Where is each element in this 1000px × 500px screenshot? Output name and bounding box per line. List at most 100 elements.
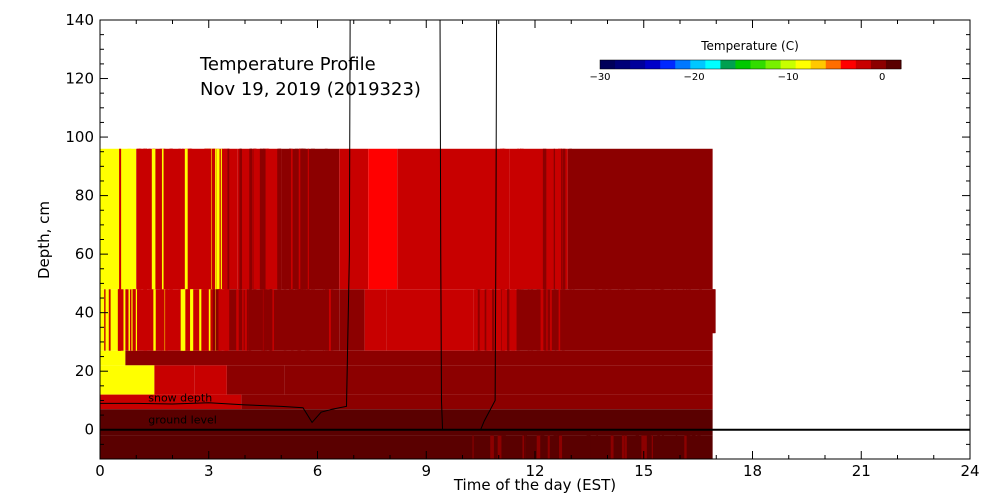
heat-streak — [691, 435, 696, 459]
heat-streak — [558, 435, 560, 459]
colorbar-swatch — [675, 60, 691, 69]
heat-cell — [241, 394, 713, 410]
chart-title-line2: Nov 19, 2019 (2019323) — [200, 79, 421, 100]
heat-streak — [540, 435, 545, 459]
heat-streak — [474, 289, 478, 351]
heat-streak — [503, 148, 506, 290]
heat-streak — [127, 148, 132, 290]
heat-streak — [216, 289, 219, 351]
x-tick-label: 12 — [525, 462, 544, 480]
colorbar-swatch — [765, 60, 782, 69]
heat-streak — [178, 148, 181, 290]
y-tick-label: 0 — [84, 421, 94, 439]
colorbar-frame — [599, 59, 902, 70]
colorbar-swatch — [750, 60, 767, 69]
heat-cell — [226, 289, 340, 351]
colorbar-swatch — [870, 60, 887, 69]
colorbar-swatch — [825, 60, 842, 69]
heat-streak — [190, 148, 193, 290]
heat-streak — [501, 289, 505, 351]
heat-streak — [298, 148, 301, 290]
heat-streak — [545, 289, 550, 351]
heat-streak — [558, 148, 562, 290]
heat-streak — [497, 435, 502, 459]
snow-depth-line — [100, 19, 351, 424]
heat-streak — [536, 435, 541, 459]
heat-streak — [267, 148, 270, 290]
heat-streak — [211, 148, 215, 290]
heat-streak — [492, 289, 495, 351]
heat-streak — [550, 289, 552, 351]
heat-streak — [324, 148, 328, 290]
heat-streak — [594, 289, 597, 334]
probe-trace-line — [439, 19, 444, 430]
heat-streak — [210, 148, 214, 290]
heat-streak — [188, 289, 191, 351]
heat-streak — [187, 148, 191, 290]
heat-streak — [682, 289, 685, 334]
heat-streak — [182, 148, 184, 290]
heat-streak — [530, 289, 534, 351]
heat-streak — [685, 435, 689, 459]
heat-streak — [216, 289, 218, 351]
heat-streak — [676, 289, 678, 334]
heat-streak — [661, 435, 664, 459]
heat-streak — [264, 148, 269, 290]
heat-streak — [553, 148, 556, 290]
heat-streak — [648, 435, 652, 459]
x-tick-label: 21 — [852, 462, 871, 480]
heat-streak — [218, 289, 221, 351]
heat-streak — [185, 289, 189, 351]
heat-streak — [524, 435, 526, 459]
heat-streak — [144, 148, 147, 290]
heat-streak — [297, 289, 301, 351]
heat-streak — [556, 435, 560, 459]
colorbar-swatch — [615, 60, 631, 69]
y-tick-label: 120 — [65, 70, 94, 88]
heat-streak — [138, 148, 142, 290]
heat-streak — [190, 289, 194, 351]
annotation-label: snow depth — [148, 391, 212, 404]
heatmap-cells — [100, 148, 716, 459]
heat-streak — [641, 435, 645, 459]
heat-streak — [536, 289, 541, 351]
heat-streak — [161, 148, 165, 290]
heat-streak — [277, 148, 279, 290]
heat-cell — [100, 409, 713, 436]
colorbar-swatch — [645, 60, 661, 69]
colorbar-tick-label: 0 — [879, 72, 885, 83]
chart-title-line1: Temperature Profile — [199, 54, 376, 75]
heat-streak — [697, 435, 701, 459]
heat-streak — [686, 435, 691, 459]
heat-cell — [516, 289, 713, 351]
heat-streak — [307, 148, 309, 290]
heat-streak — [500, 148, 504, 290]
heat-streak — [201, 289, 205, 351]
heat-streak — [595, 289, 599, 334]
heat-streak — [506, 289, 510, 351]
x-tick-label: 3 — [204, 462, 214, 480]
heat-streak — [630, 289, 634, 334]
heat-streak — [288, 148, 291, 290]
y-tick-label: 100 — [65, 128, 94, 146]
heat-streak — [210, 289, 212, 351]
heat-cell — [509, 148, 568, 290]
colorbar-swatch — [660, 60, 676, 69]
heat-streak — [253, 148, 257, 290]
y-tick-label: 40 — [75, 304, 94, 322]
heat-streak — [205, 289, 210, 351]
heat-streak — [624, 435, 627, 459]
heat-streak — [475, 289, 478, 351]
heat-streak — [684, 435, 687, 459]
heat-streak — [224, 289, 228, 351]
heat-streak — [143, 289, 148, 351]
heat-streak — [554, 289, 557, 351]
heat-streak — [525, 435, 527, 459]
heat-streak — [540, 289, 544, 351]
heat-streak — [294, 148, 298, 290]
heat-streak — [330, 289, 334, 351]
heat-streak — [558, 289, 561, 351]
colorbar-tick-label: −20 — [684, 72, 705, 83]
heat-streak — [633, 289, 636, 334]
